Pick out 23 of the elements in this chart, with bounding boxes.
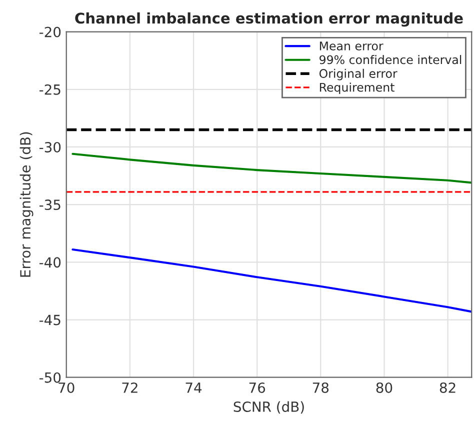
x-tick-label: 74 bbox=[186, 382, 202, 393]
y-tick-label: -45 bbox=[39, 314, 60, 326]
line-series bbox=[72, 152, 472, 184]
x-tick-label: 70 bbox=[58, 382, 74, 393]
x-tick-label: 72 bbox=[122, 382, 138, 393]
x-tick-label: 76 bbox=[249, 382, 266, 393]
y-tick-label: -50 bbox=[39, 372, 61, 383]
y-tick-label: -35 bbox=[39, 200, 60, 210]
x-axis-title: SCNR (dB) bbox=[234, 401, 304, 414]
y-tick-label: -40 bbox=[39, 257, 61, 268]
x-tick-label: 80 bbox=[376, 382, 392, 393]
legend-label: Requirement bbox=[320, 82, 394, 94]
y-tick-label: -25 bbox=[39, 84, 60, 95]
y-tick-label: -20 bbox=[39, 26, 61, 38]
y-tick-label: -30 bbox=[39, 142, 61, 152]
legend-label: Mean error bbox=[320, 42, 384, 50]
x-tick-label: 82 bbox=[440, 382, 456, 393]
line-series bbox=[72, 248, 472, 313]
legend-label: 99% confidence interval bbox=[320, 55, 462, 64]
legend-label: Original error bbox=[319, 68, 398, 80]
chart-title: Channel imbalance estimation error magnitude bbox=[75, 12, 463, 27]
x-tick-label: 78 bbox=[312, 382, 329, 393]
y-axis-title: Error magnitude (dB) bbox=[20, 132, 34, 277]
